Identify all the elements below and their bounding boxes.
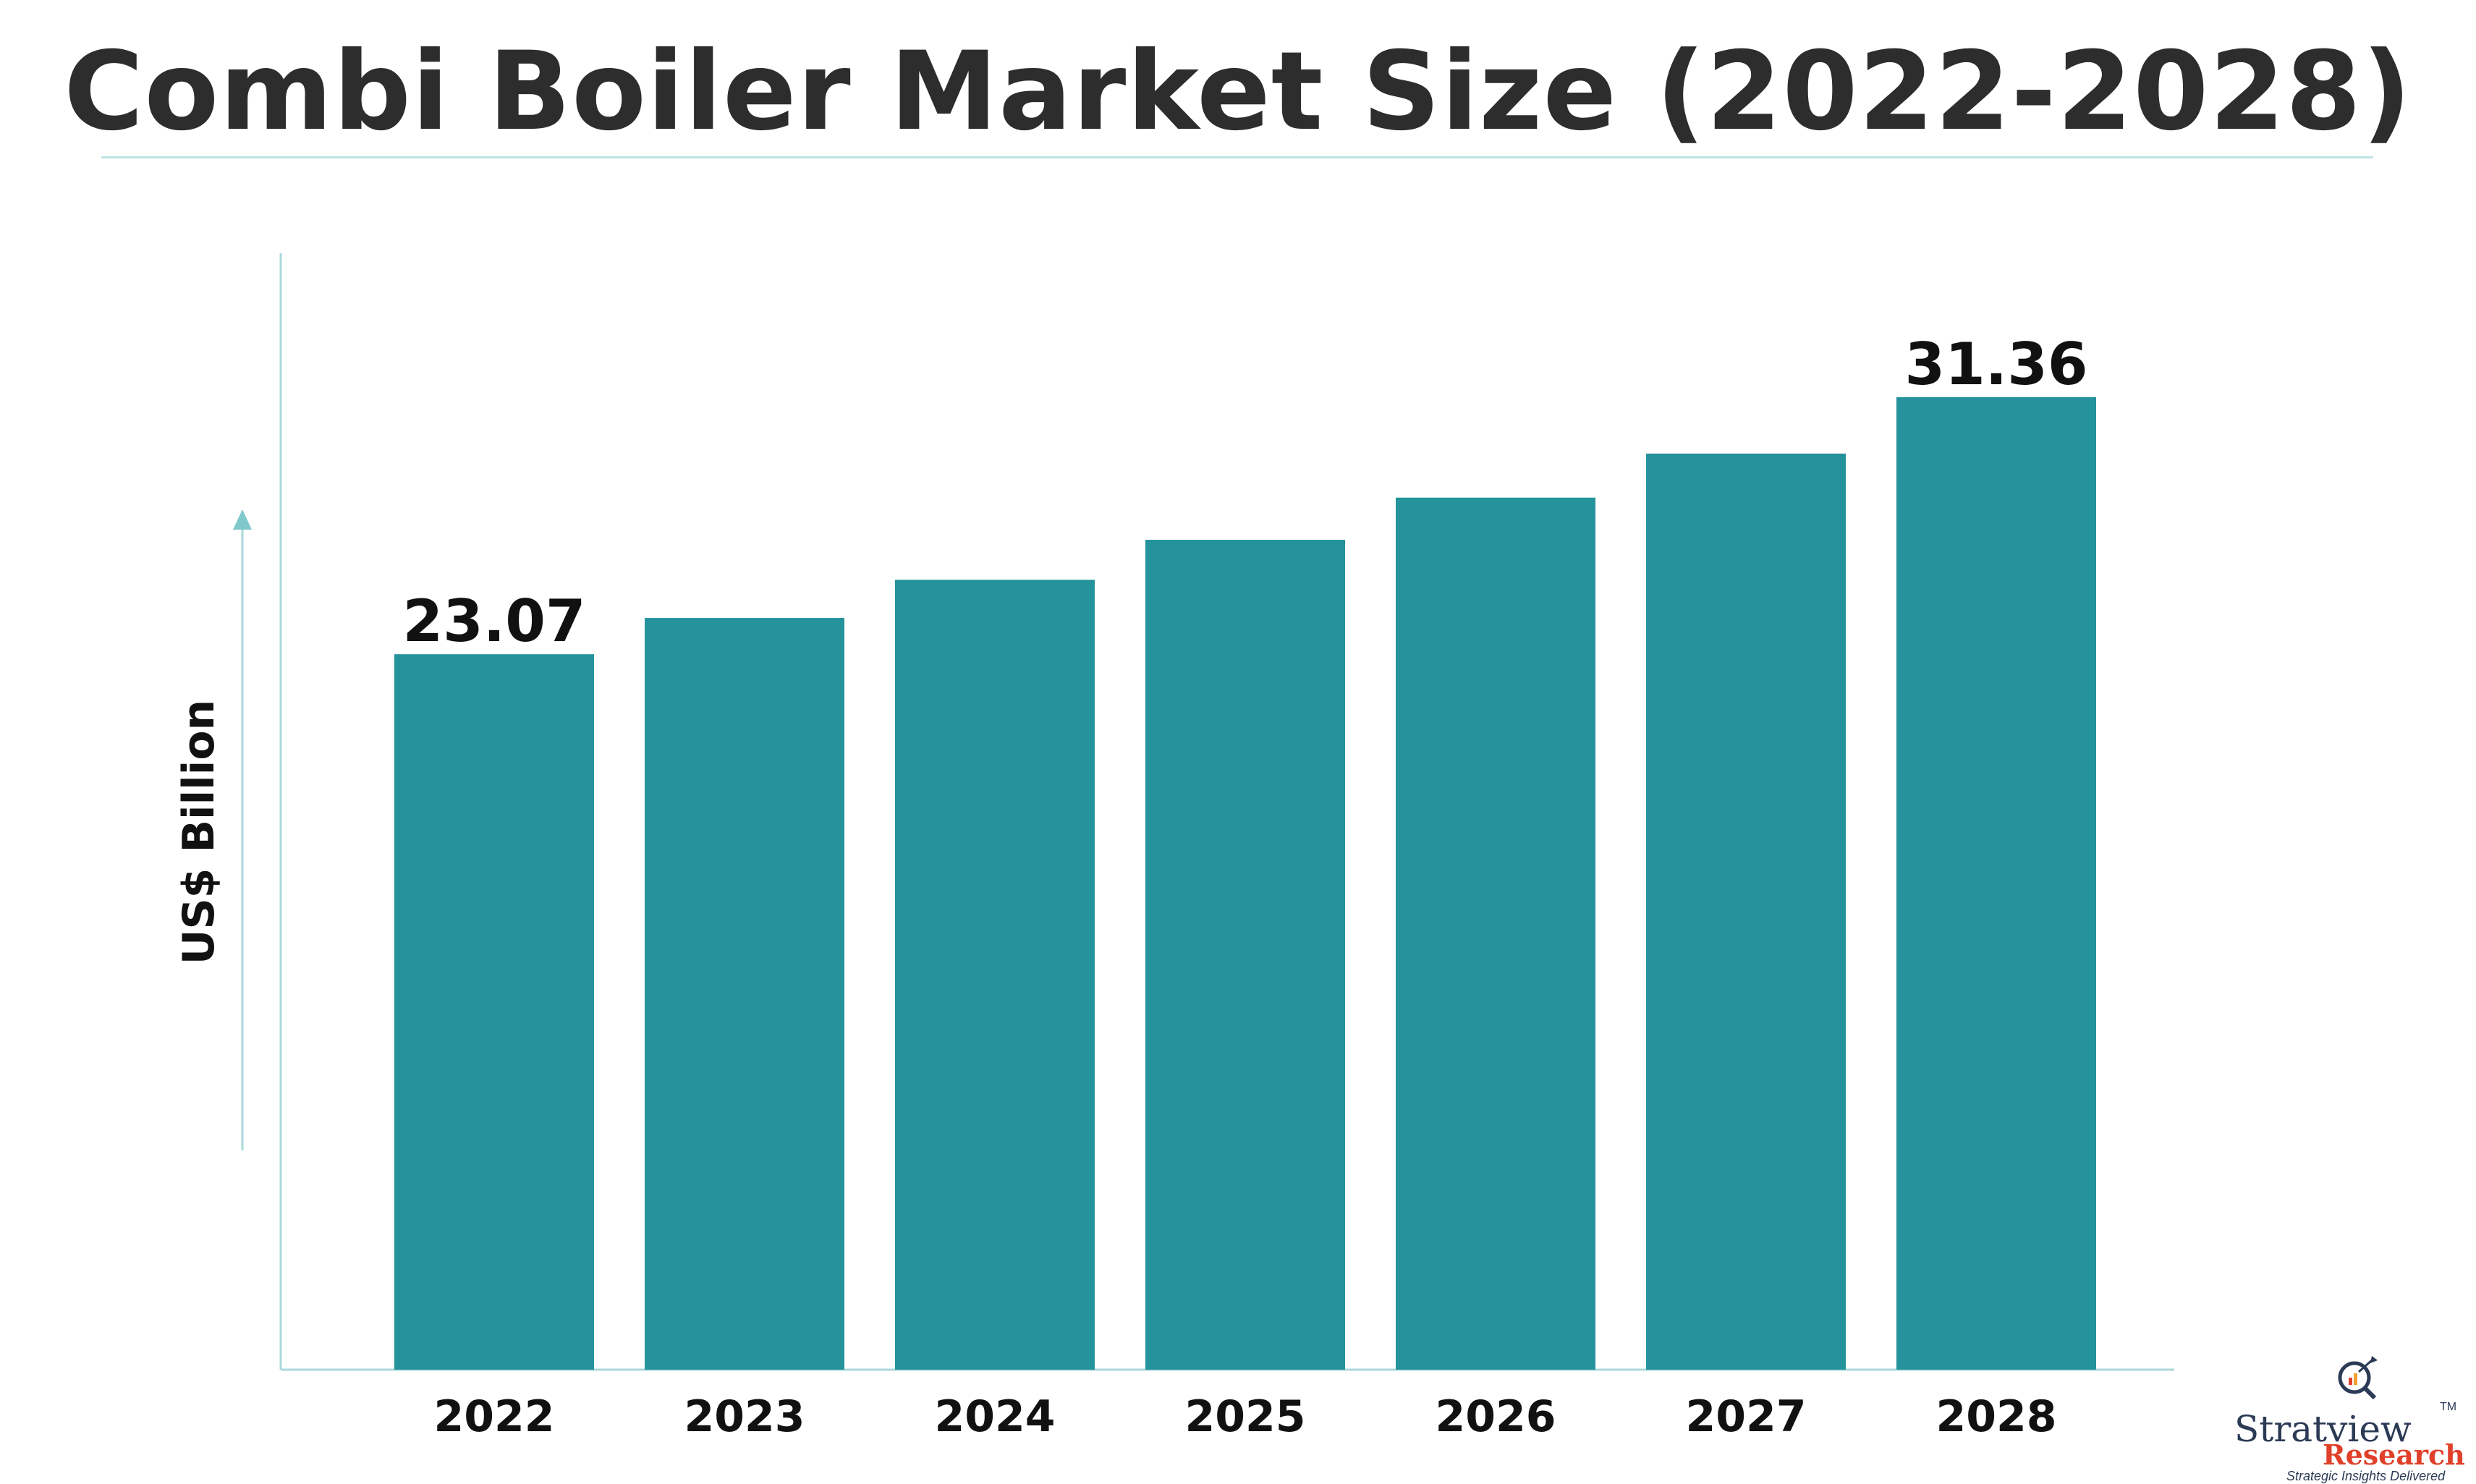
x-tick-2028: 2028 xyxy=(1936,1391,2057,1442)
x-tick-2024: 2024 xyxy=(935,1391,1056,1442)
data-label-2022: 23.07 xyxy=(402,588,585,655)
brand-trademark: TM xyxy=(2440,1401,2457,1413)
bar-2022 xyxy=(394,654,594,1370)
magnifier-chart-icon xyxy=(2338,1356,2378,1400)
y-axis-arrow-head xyxy=(233,509,252,530)
chart-title: Combi Boiler Market Size (2022-2028) xyxy=(64,29,2412,155)
y-axis-label: US$ Billion xyxy=(174,700,224,965)
bar-2024 xyxy=(895,580,1095,1370)
bar-2026 xyxy=(1396,497,1595,1370)
bar-2023 xyxy=(645,618,844,1370)
title-divider xyxy=(101,156,2373,158)
brand-name: Stratview xyxy=(2234,1408,2412,1450)
brand-logo: Stratview TM Research Strategic Insights… xyxy=(2214,1353,2465,1483)
x-tick-2026: 2026 xyxy=(1436,1391,1556,1442)
x-tick-2022: 2022 xyxy=(434,1391,555,1442)
x-tick-2027: 2027 xyxy=(1686,1391,1807,1442)
data-labels: 23.07 31.36 xyxy=(402,331,2087,655)
data-label-2028: 31.36 xyxy=(1904,331,2087,398)
x-tick-labels: 2022 2023 2024 2025 2026 2027 2028 xyxy=(434,1391,2057,1442)
brand-tagline: Strategic Insights Delivered xyxy=(2286,1469,2446,1483)
x-tick-2023: 2023 xyxy=(684,1391,805,1442)
x-tick-2025: 2025 xyxy=(1185,1391,1306,1442)
bars-group xyxy=(394,397,2096,1370)
bar-2025 xyxy=(1145,540,1345,1370)
bar-2027 xyxy=(1646,453,1846,1370)
brand-sub: Research xyxy=(2323,1438,2465,1471)
bar-2028 xyxy=(1896,397,2096,1370)
